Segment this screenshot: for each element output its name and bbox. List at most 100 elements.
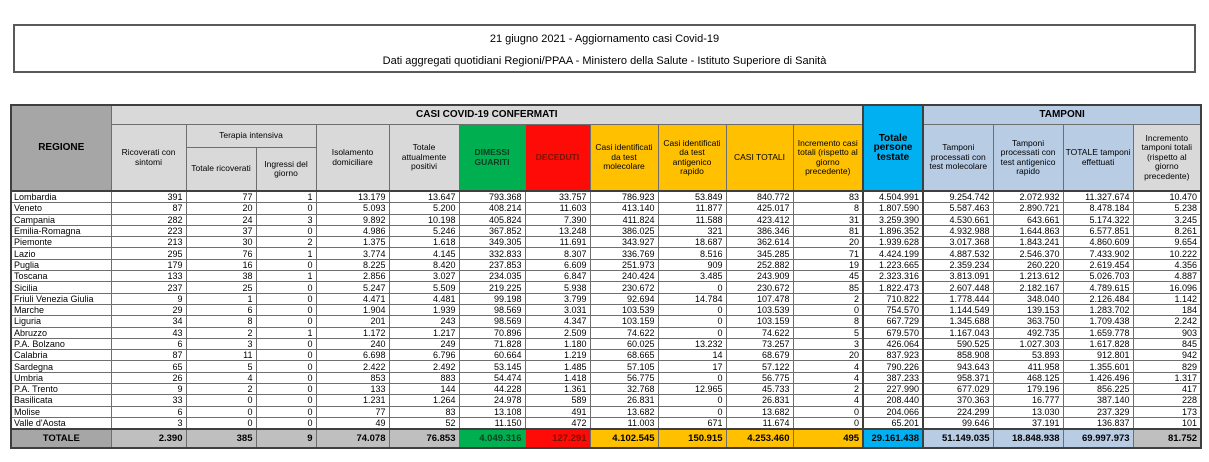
cell-deceduti: 8.307 (524, 247, 591, 260)
cell-casi_totali: 11.674 (725, 416, 794, 430)
cell-casi_molecolare: 57.105 (589, 360, 659, 373)
cell-casi_totali: 73.257 (725, 337, 794, 351)
cell-attualmente_positivi: 883 (388, 371, 460, 385)
cell-tamponi_totale: 136.837 (1062, 416, 1134, 430)
cell-persone_testate: 1.223.665 (862, 258, 924, 272)
table-row: Valle d'Aosta 3 0 0 49 52 11.150 472 11.003 671 11… (10, 416, 1202, 430)
cell-terapia_ingressi: 3 (255, 213, 317, 226)
cell-casi_totali: 57.122 (725, 360, 794, 373)
totale-tamponi_molecolare: 51.149.035 (922, 428, 994, 449)
region-name: Valle d'Aosta (10, 416, 112, 430)
cell-attualmente_positivi: 249 (388, 337, 460, 351)
cell-terapia_totale: 1 (185, 292, 257, 305)
cell-isolamento: 13.179 (315, 190, 390, 204)
cell-terapia_totale: 0 (185, 416, 257, 430)
cell-incremento_casi: 8 (792, 202, 864, 215)
cell-casi_antigenico: 909 (657, 258, 727, 272)
cell-tamponi_antigenico: 1.213.612 (992, 270, 1064, 283)
region-name: Puglia (10, 258, 112, 272)
covid-data-table: REGIONE CASI COVID-19 CONFERMATI Totale … (10, 104, 1203, 450)
cell-ricoverati_sintomi: 282 (110, 213, 187, 226)
table-row: Emilia-Romagna 223 37 0 4.986 5.246 367.852 13.… (10, 224, 1202, 238)
cell-tamponi_antigenico: 37.191 (992, 416, 1064, 430)
region-name: Lazio (10, 247, 112, 260)
cell-terapia_ingressi: 0 (255, 315, 317, 328)
totale-incremento_casi: 495 (792, 428, 864, 449)
cell-ricoverati_sintomi: 9 (110, 292, 187, 305)
cell-terapia_ingressi: 0 (255, 292, 317, 305)
cell-casi_molecolare: 11.003 (589, 416, 659, 430)
totale-deceduti: 127.291 (524, 428, 591, 449)
cell-incremento_tamponi: 845 (1132, 337, 1202, 351)
cell-deceduti: 6.847 (524, 270, 591, 283)
cell-casi_totali: 423.412 (725, 213, 794, 226)
cell-tamponi_molecolare: 943.643 (922, 360, 994, 373)
cell-persone_testate: 2.323.316 (862, 270, 924, 283)
cell-incremento_casi: 71 (792, 247, 864, 260)
cell-terapia_ingressi: 0 (255, 337, 317, 351)
cell-tamponi_totale: 5.174.322 (1062, 213, 1134, 226)
cell-terapia_totale: 8 (185, 315, 257, 328)
cell-persone_testate: 754.570 (862, 303, 924, 317)
cell-deceduti: 3.031 (524, 303, 591, 317)
col-header-attualmente-positivi: Totale attualmente positivi (388, 124, 460, 192)
cell-tamponi_molecolare: 4.932.988 (922, 224, 994, 238)
cell-casi_molecolare: 32.768 (589, 383, 659, 396)
cell-casi_totali: 56.775 (725, 371, 794, 385)
cell-incremento_casi: 4 (792, 394, 864, 407)
region-name: Umbria (10, 371, 112, 385)
cell-incremento_tamponi: 903 (1132, 326, 1202, 339)
col-header-ricoverati-sintomi: Ricoverati con sintomi (110, 124, 187, 192)
totale-isolamento: 74.078 (315, 428, 390, 449)
region-name: Friuli Venezia Giulia (10, 292, 112, 305)
col-header-tamponi-totale: TOTALE tamponi effettuati (1062, 124, 1134, 192)
cell-tamponi_molecolare: 3.017.368 (922, 236, 994, 249)
cell-ricoverati_sintomi: 34 (110, 315, 187, 328)
cell-casi_molecolare: 56.775 (589, 371, 659, 385)
region-name: Toscana (10, 270, 112, 283)
table-row: Toscana 133 38 1 2.856 3.027 234.035 6.847 240.4… (10, 270, 1202, 283)
cell-terapia_totale: 24 (185, 213, 257, 226)
table-row: Umbria 26 4 0 853 883 54.474 1.418 56.775 0 56.775… (10, 371, 1202, 385)
cell-casi_molecolare: 92.694 (589, 292, 659, 305)
cell-terapia_ingressi: 1 (255, 270, 317, 283)
cell-ricoverati_sintomi: 179 (110, 258, 187, 272)
cell-tamponi_totale: 1.355.601 (1062, 360, 1134, 373)
cell-dimessi: 70.896 (458, 326, 526, 339)
cell-casi_antigenico: 671 (657, 416, 727, 430)
cell-terapia_ingressi: 0 (255, 394, 317, 407)
cell-tamponi_totale: 1.659.778 (1062, 326, 1134, 339)
cell-persone_testate: 667.729 (862, 315, 924, 328)
cell-terapia_totale: 5 (185, 360, 257, 373)
cell-incremento_tamponi: 8.261 (1132, 224, 1202, 238)
cell-tamponi_molecolare: 1.167.043 (922, 326, 994, 339)
cell-isolamento: 853 (315, 371, 390, 385)
cell-casi_molecolare: 413.140 (589, 202, 659, 215)
cell-terapia_totale: 77 (185, 190, 257, 204)
cell-persone_testate: 1.896.352 (862, 224, 924, 238)
cell-persone_testate: 790.226 (862, 360, 924, 373)
cell-persone_testate: 426.064 (862, 337, 924, 351)
cell-isolamento: 5.093 (315, 202, 390, 215)
cell-ricoverati_sintomi: 133 (110, 270, 187, 283)
cell-tamponi_antigenico: 16.777 (992, 394, 1064, 407)
cell-tamponi_antigenico: 1.644.863 (992, 224, 1064, 238)
cell-tamponi_antigenico: 13.030 (992, 405, 1064, 418)
cell-deceduti: 4.347 (524, 315, 591, 328)
cell-casi_antigenico: 0 (657, 405, 727, 418)
col-header-terapia-totale: Totale ricoverati (185, 147, 257, 192)
cell-incremento_tamponi: 101 (1132, 416, 1202, 430)
cell-attualmente_positivi: 4.145 (388, 247, 460, 260)
cell-tamponi_molecolare: 590.525 (922, 337, 994, 351)
cell-dimessi: 11.150 (458, 416, 526, 430)
cell-attualmente_positivi: 4.481 (388, 292, 460, 305)
cell-deceduti: 1.219 (524, 349, 591, 362)
col-header-tamponi-antigenico: Tamponi processati con test antigenico r… (992, 124, 1064, 192)
cell-terapia_totale: 20 (185, 202, 257, 215)
totale-persone_testate: 29.161.438 (862, 428, 924, 449)
cell-incremento_casi: 0 (792, 303, 864, 317)
cell-terapia_totale: 4 (185, 371, 257, 385)
region-name: Piemonte (10, 236, 112, 249)
cell-tamponi_molecolare: 1.778.444 (922, 292, 994, 305)
cell-isolamento: 8.225 (315, 258, 390, 272)
